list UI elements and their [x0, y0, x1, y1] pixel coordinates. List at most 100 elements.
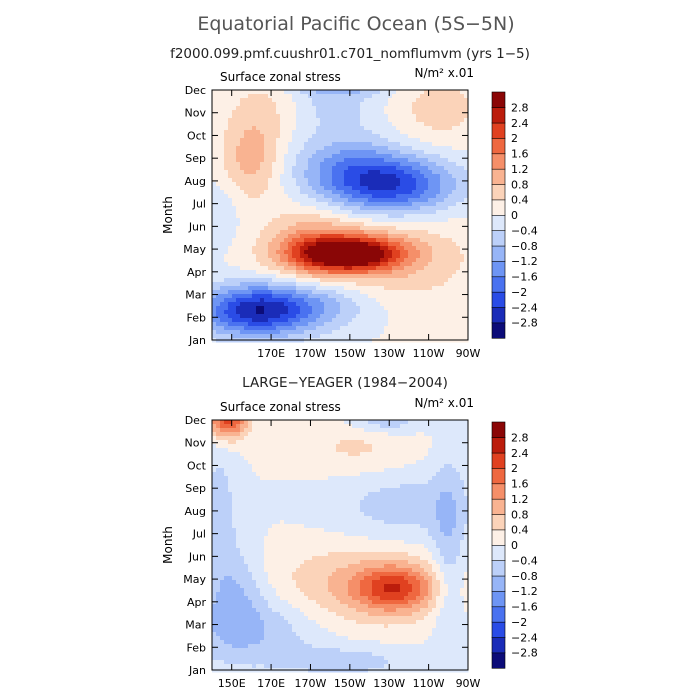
heat-cell [212, 488, 217, 493]
heat-cell [332, 174, 337, 179]
heat-cell [256, 226, 261, 231]
heat-cell [232, 572, 237, 577]
heat-cell [212, 468, 217, 473]
heat-cell [440, 322, 445, 327]
heat-cell [240, 580, 245, 585]
heat-cell [244, 564, 249, 569]
heat-cell [224, 202, 229, 207]
heat-cell [220, 588, 225, 593]
heat-cell [372, 138, 377, 143]
heat-cell [260, 600, 265, 605]
heat-cell [244, 640, 249, 645]
heat-cell [272, 302, 277, 307]
heat-cell [404, 98, 409, 103]
heat-cell [276, 302, 281, 307]
heat-cell [224, 564, 229, 569]
heat-cell [312, 210, 317, 215]
heat-cell [344, 294, 349, 299]
heat-cell [260, 536, 265, 541]
heat-cell [344, 330, 349, 335]
heat-cell [252, 476, 257, 481]
heat-cell [452, 190, 457, 195]
heat-cell [224, 468, 229, 473]
heat-cell [228, 616, 233, 621]
heat-cell [284, 234, 289, 239]
heat-cell [288, 98, 293, 103]
heat-cell [252, 182, 257, 187]
heat-cell [252, 318, 257, 323]
heat-cell [352, 306, 357, 311]
heat-cell [232, 536, 237, 541]
heat-cell [308, 202, 313, 207]
heat-cell [212, 330, 217, 335]
heat-cell [368, 266, 373, 271]
heat-cell [312, 214, 317, 219]
heat-cell [372, 230, 377, 235]
heat-cell [304, 290, 309, 295]
heat-cell [248, 532, 253, 537]
heat-cell [392, 246, 397, 251]
heat-cell [312, 126, 317, 131]
heat-cell [460, 138, 465, 143]
heat-cell [264, 146, 269, 151]
heat-cell [228, 306, 233, 311]
heat-cell [452, 222, 457, 227]
heat-cell [304, 222, 309, 227]
heat-cell [324, 250, 329, 255]
heat-cell [224, 330, 229, 335]
heat-cell [248, 508, 253, 513]
heat-cell [236, 114, 241, 119]
heat-cell [236, 106, 241, 111]
heat-cell [264, 302, 269, 307]
heat-cell [400, 282, 405, 287]
heat-cell [300, 234, 305, 239]
heat-cell [444, 238, 449, 243]
heat-cell [404, 238, 409, 243]
heat-cell [328, 126, 333, 131]
heat-cell [464, 98, 469, 103]
heat-cell [224, 580, 229, 585]
heat-cell [344, 334, 349, 339]
heat-cell [304, 218, 309, 223]
heat-cell [300, 286, 305, 291]
heat-cell [372, 322, 377, 327]
heat-cell [224, 576, 229, 581]
heat-cell [424, 334, 429, 339]
heat-cell [328, 334, 333, 339]
heat-cell [428, 134, 433, 139]
heat-cell [448, 106, 453, 111]
heat-cell [228, 178, 233, 183]
heat-cell [264, 596, 269, 601]
heat-cell [280, 322, 285, 327]
heat-cell [264, 552, 269, 557]
heat-cell [464, 202, 469, 207]
heat-cell [268, 170, 273, 175]
heat-cell [260, 456, 265, 461]
heat-cell [348, 206, 353, 211]
heat-cell [460, 158, 465, 163]
heat-cell [248, 432, 253, 437]
heat-cell [420, 294, 425, 299]
heat-cell [268, 134, 273, 139]
heatmap-top [212, 90, 469, 343]
heat-cell [320, 326, 325, 331]
heat-cell [352, 214, 357, 219]
heat-cell [248, 616, 253, 621]
heat-cell [352, 94, 357, 99]
heat-cell [456, 290, 461, 295]
heat-cell [456, 274, 461, 279]
heat-cell [408, 210, 413, 215]
heat-cell [344, 106, 349, 111]
heat-cell [288, 306, 293, 311]
heat-cell [280, 270, 285, 275]
heat-cell [252, 496, 257, 501]
heat-cell [368, 290, 373, 295]
heat-cell [348, 322, 353, 327]
heat-cell [236, 130, 241, 135]
heat-cell [412, 206, 417, 211]
heat-cell [336, 130, 341, 135]
heat-cell [380, 150, 385, 155]
heat-cell [348, 186, 353, 191]
heat-cell [448, 126, 453, 131]
heat-cell [404, 118, 409, 123]
